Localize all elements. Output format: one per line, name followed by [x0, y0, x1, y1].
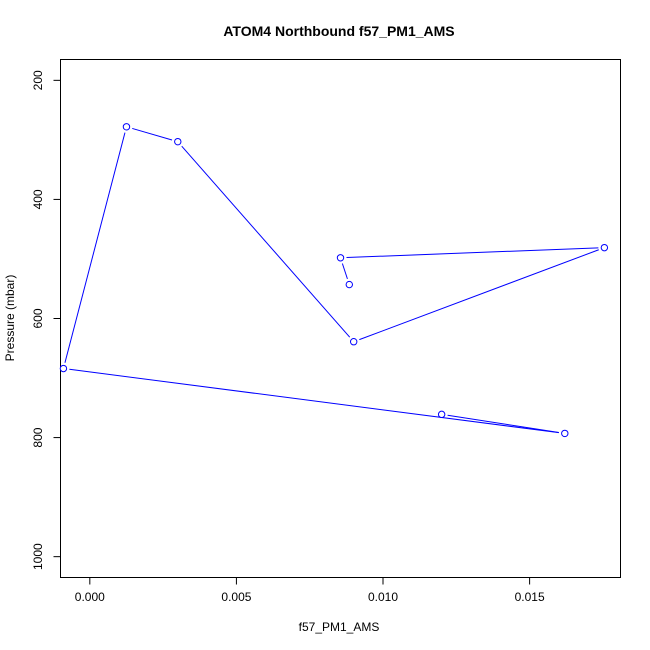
series-segment — [346, 247, 599, 259]
y-tick-label: 1000 — [31, 543, 45, 570]
data-point — [345, 280, 353, 289]
data-point — [437, 410, 446, 419]
x-tick-label: 0.005 — [221, 590, 251, 604]
data-point — [59, 364, 68, 373]
series-segment — [341, 263, 348, 280]
data-point — [122, 123, 131, 131]
y-tick-label: 400 — [31, 189, 45, 209]
y-axis: 200 400 600 800 1000 — [31, 70, 61, 570]
series-segment — [447, 414, 559, 433]
series-segment — [64, 132, 126, 363]
chart-title: ATOM4 Northbound f57_PM1_AMS — [223, 23, 454, 39]
series-lines — [64, 127, 599, 434]
y-tick-label: 800 — [31, 427, 45, 447]
data-point — [600, 243, 609, 252]
y-tick-label: 200 — [31, 70, 45, 90]
x-axis: 0.000 0.005 0.010 0.015 — [75, 577, 545, 604]
data-point — [336, 254, 345, 262]
y-tick-label: 600 — [31, 308, 45, 328]
data-point — [561, 429, 569, 438]
series-segment — [132, 127, 173, 141]
x-tick-label: 0.000 — [75, 590, 105, 604]
series-segment — [181, 145, 351, 338]
x-tick-label: 0.015 — [515, 590, 545, 604]
data-point — [349, 338, 358, 346]
data-point — [174, 137, 182, 146]
series-points — [59, 123, 609, 438]
x-axis-label: f57_PM1_AMS — [299, 620, 380, 634]
x-tick-label: 0.010 — [368, 590, 398, 604]
series-segment — [69, 368, 559, 434]
y-axis-label: Pressure (mbar) — [3, 275, 17, 362]
series-segment — [359, 249, 599, 341]
